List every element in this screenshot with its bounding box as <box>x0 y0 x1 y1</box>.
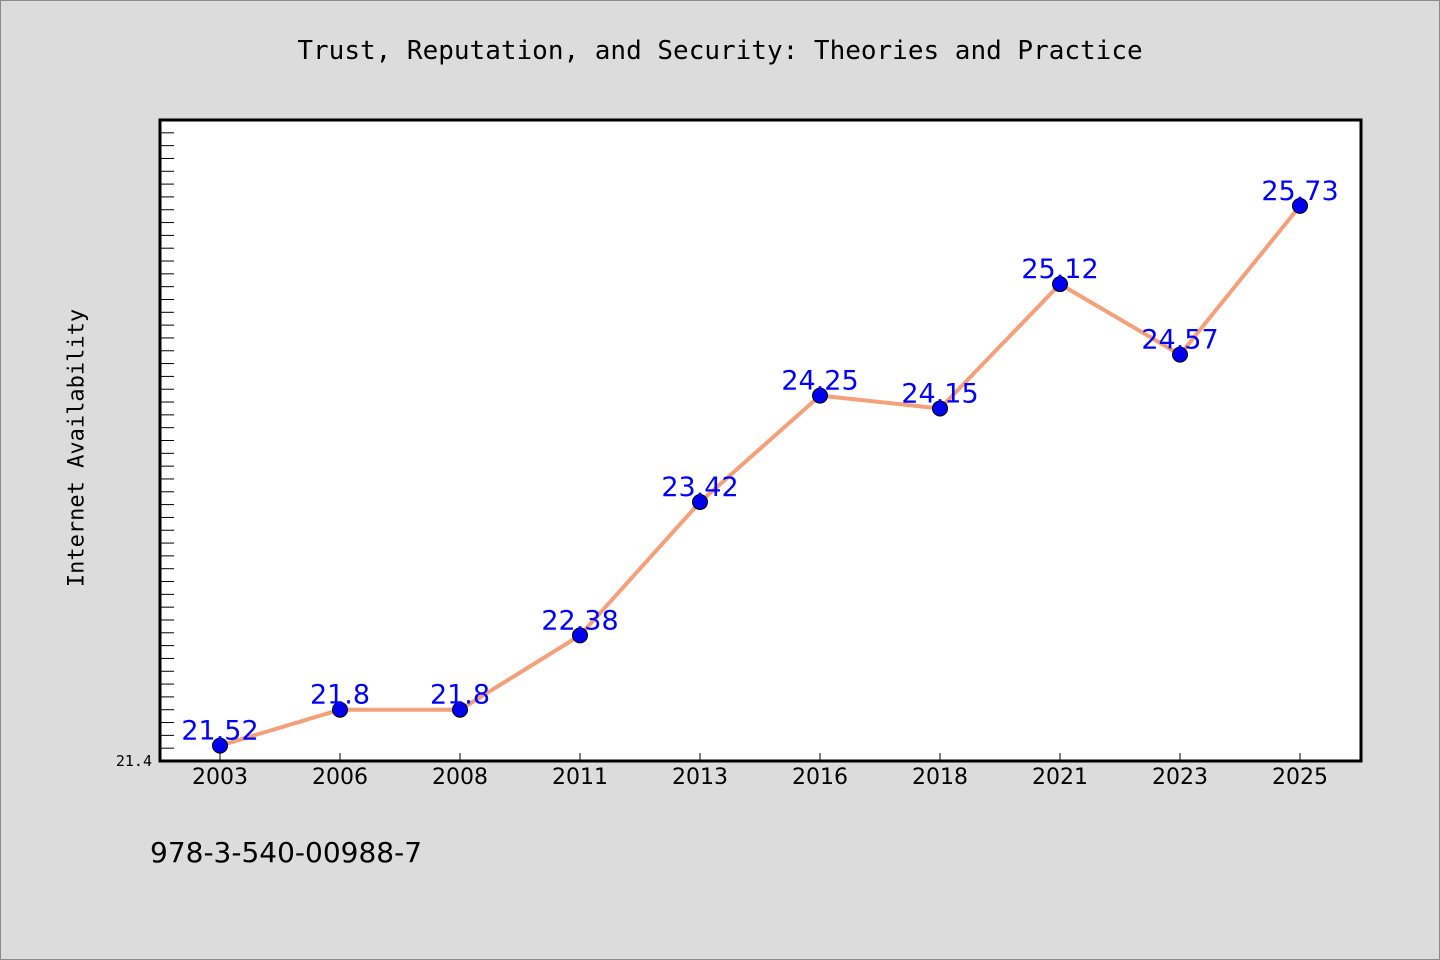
x-tick-label: 2013 <box>672 765 728 790</box>
data-label: 25.12 <box>1021 254 1098 285</box>
chart-title: Trust, Reputation, and Security: Theorie… <box>297 36 1143 66</box>
data-point <box>212 737 228 754</box>
data-label: 21.8 <box>310 680 370 711</box>
x-tick-label: 2003 <box>192 765 248 790</box>
data-label: 21.8 <box>430 680 490 711</box>
x-tick-label: 2025 <box>1272 765 1328 790</box>
x-tick-label: 2023 <box>1152 765 1208 790</box>
data-label: 21.52 <box>181 716 258 747</box>
data-point <box>812 387 828 404</box>
x-tick-label: 2016 <box>792 765 848 790</box>
data-label: 25.73 <box>1261 176 1338 207</box>
data-label: 23.42 <box>661 472 738 503</box>
data-point <box>932 400 948 417</box>
data-point <box>1292 197 1308 214</box>
x-tick-label: 2021 <box>1032 765 1088 790</box>
data-label: 22.38 <box>541 605 618 636</box>
isbn-footnote: 978-3-540-00988-7 <box>150 836 423 869</box>
data-point <box>1172 346 1188 363</box>
data-point <box>572 627 588 644</box>
data-point <box>692 494 708 511</box>
data-point <box>1052 276 1068 293</box>
x-tick-label: 2006 <box>312 765 368 790</box>
data-point <box>452 701 468 718</box>
series-line <box>219 204 1302 748</box>
y-tick-label: 21.4 <box>116 752 152 770</box>
x-tick-label: 2011 <box>552 765 608 790</box>
x-tick-label: 2018 <box>912 765 968 790</box>
data-label: 24.15 <box>901 378 978 409</box>
data-label: 24.25 <box>781 366 858 397</box>
plot-area <box>158 118 1363 763</box>
x-tick-label: 2008 <box>432 765 488 790</box>
data-point <box>332 701 348 718</box>
data-label: 24.57 <box>1141 325 1218 356</box>
